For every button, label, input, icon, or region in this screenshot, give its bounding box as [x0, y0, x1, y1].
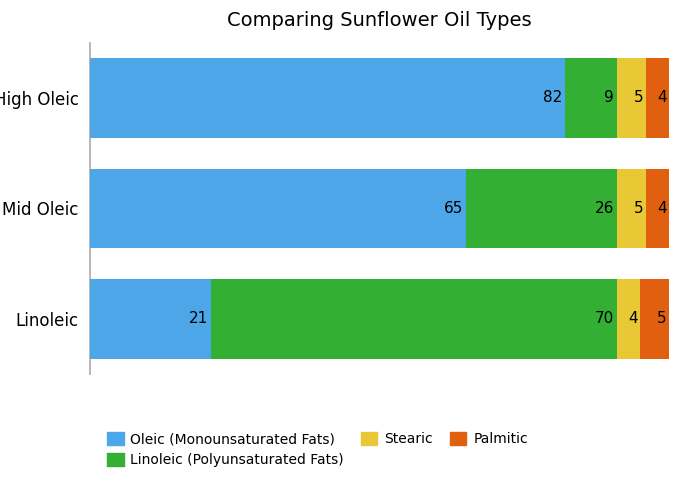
Text: 4: 4: [628, 311, 638, 326]
Text: 82: 82: [543, 91, 562, 105]
Text: 21: 21: [189, 311, 208, 326]
Bar: [211, 279, 617, 359]
Text: 4: 4: [657, 201, 667, 216]
Text: 65: 65: [444, 201, 464, 216]
Text: 9: 9: [604, 91, 614, 105]
Legend: Oleic (Monounsaturated Fats), Linoleic (Polyunsaturated Fats), Stearic, Palmitic: Oleic (Monounsaturated Fats), Linoleic (…: [101, 427, 533, 473]
Text: 4: 4: [657, 91, 667, 105]
Bar: [466, 169, 617, 248]
Title: Comparing Sunflower Oil Types: Comparing Sunflower Oil Types: [227, 11, 532, 31]
Text: 5: 5: [657, 311, 667, 326]
Bar: [565, 58, 617, 137]
Text: 5: 5: [633, 201, 643, 216]
Bar: [640, 279, 669, 359]
Bar: [617, 58, 646, 137]
Bar: [646, 169, 669, 248]
Bar: [90, 279, 211, 359]
Bar: [90, 169, 466, 248]
Bar: [646, 58, 669, 137]
Text: 26: 26: [595, 201, 614, 216]
Bar: [617, 169, 646, 248]
Text: 5: 5: [633, 91, 643, 105]
Text: 70: 70: [595, 311, 614, 326]
Bar: [90, 58, 565, 137]
Bar: [617, 279, 640, 359]
